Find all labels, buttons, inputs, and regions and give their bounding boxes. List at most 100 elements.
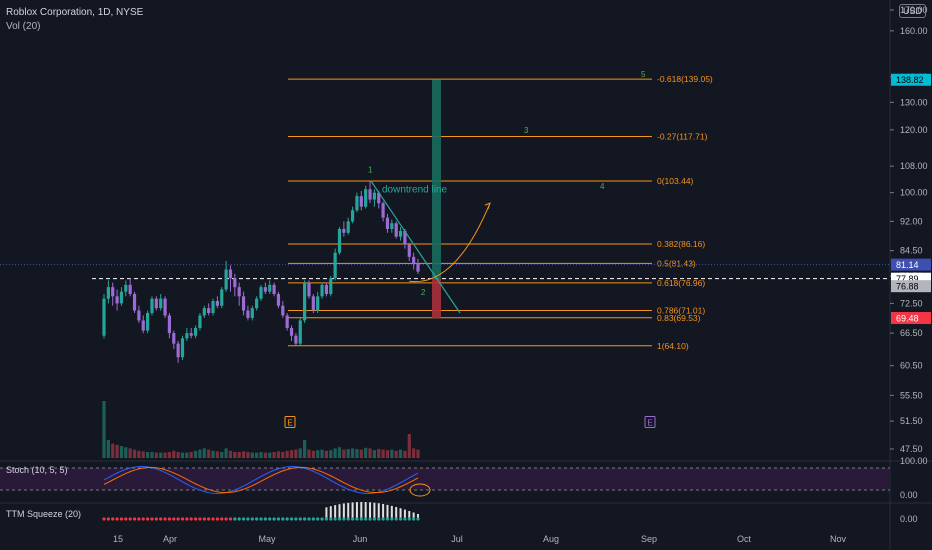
volume-bar (163, 452, 167, 458)
candle-body (372, 192, 376, 200)
squeeze-dot (259, 517, 263, 521)
squeeze-dot (185, 517, 189, 521)
price-tag (891, 312, 931, 325)
volume-bar (307, 449, 311, 458)
y-tick-label: 120.00 (900, 125, 928, 135)
squeeze-dot (407, 517, 411, 521)
candle-body (268, 284, 272, 292)
squeeze-dot (359, 517, 363, 521)
y-tick-label: 72.50 (900, 298, 923, 308)
squeeze-dot (329, 517, 333, 521)
squeeze-dot (215, 517, 219, 521)
wave-label: 2 (421, 288, 426, 297)
squeeze-dot (289, 517, 294, 521)
stoch-k-line (103, 466, 419, 494)
volume-bar (172, 450, 176, 458)
squeeze-dot (385, 517, 390, 521)
fib-level-label: 0(103.44) (657, 176, 694, 186)
candle-body (333, 252, 337, 279)
volume-bar (333, 448, 337, 458)
earnings-marker-label: E (647, 418, 652, 427)
candle-body (359, 196, 363, 207)
volume-bar (102, 401, 106, 458)
squeeze-dot (337, 517, 342, 521)
candle-body (215, 301, 219, 306)
volume-bar (115, 444, 119, 458)
squeeze-dot (333, 517, 337, 521)
y-tick-label: 55.50 (900, 390, 923, 400)
wave-label: 4 (600, 182, 605, 191)
price-tag (891, 280, 931, 293)
volume-bar (377, 449, 381, 458)
wave-label: 1 (368, 166, 373, 175)
candle-body (337, 228, 342, 253)
squeeze-dot (381, 517, 385, 521)
candle-body (141, 320, 145, 331)
volume-bar (106, 440, 110, 458)
candle-body (146, 313, 150, 331)
y-tick-label: 92.00 (900, 216, 923, 226)
y-tick-label: 108.00 (900, 161, 928, 171)
squeeze-dot (241, 517, 246, 521)
x-tick-label: Aug (543, 534, 559, 544)
fib-level-label: -0.618(139.05) (657, 74, 713, 84)
candle-body (189, 333, 193, 336)
squeeze-dot (377, 517, 381, 521)
squeeze-dot (350, 517, 355, 521)
volume-bar (416, 449, 420, 458)
squeeze-bar (408, 511, 411, 519)
squeeze-dot (272, 517, 276, 521)
fib-level-label: -0.27(117.71) (657, 132, 708, 142)
candle-body (294, 335, 298, 344)
x-tick-label: Jul (451, 534, 463, 544)
candle-body (128, 284, 132, 295)
candle-body (207, 308, 211, 314)
squeeze-bar (373, 502, 376, 519)
candle-body (303, 282, 307, 321)
volume-bar (342, 449, 346, 458)
squeeze-dot (102, 517, 106, 521)
candle-body (320, 284, 324, 297)
squeeze-dot (276, 517, 281, 521)
candle-body (403, 230, 407, 245)
candle-body (285, 315, 289, 328)
squeeze-dot (163, 517, 167, 521)
squeeze-dot (128, 517, 132, 521)
candle-body (241, 296, 246, 311)
x-tick-label: Jun (353, 534, 368, 544)
candle-body (259, 287, 263, 299)
candle-body (364, 189, 368, 207)
candle-body (276, 294, 281, 306)
squeeze-bar (347, 502, 350, 519)
squeeze-dot (346, 517, 350, 521)
position-stop-zone (432, 278, 441, 319)
candle-body (172, 333, 176, 344)
stoch-tick-label: 100.00 (900, 456, 928, 466)
candle-body (377, 192, 381, 204)
fib-level-label: 0.786(71.01) (657, 306, 705, 316)
volume-bar (167, 452, 172, 458)
volume-bar (298, 448, 302, 458)
price-tag-label: 69.48 (896, 314, 919, 324)
squeeze-bar (382, 503, 385, 519)
squeeze-dot (246, 517, 250, 521)
candle-body (193, 327, 198, 336)
volume-bar (355, 449, 359, 458)
squeeze-dot (320, 517, 324, 521)
x-tick-label: Sep (641, 534, 657, 544)
candle-body (119, 291, 124, 304)
x-tick-label: 15 (113, 534, 123, 544)
candle-body (115, 296, 119, 304)
squeeze-dot (285, 517, 289, 521)
candle-body (390, 223, 394, 229)
squeeze-dot (172, 517, 176, 521)
squeeze-bar (399, 508, 402, 519)
volume-bar (320, 449, 324, 458)
candle-body (407, 244, 411, 257)
candle-body (342, 228, 346, 233)
currency-badge[interactable]: USD (898, 4, 926, 18)
squeeze-dot (303, 517, 307, 521)
earnings-marker-icon (284, 415, 296, 428)
volume-bar (337, 447, 342, 458)
